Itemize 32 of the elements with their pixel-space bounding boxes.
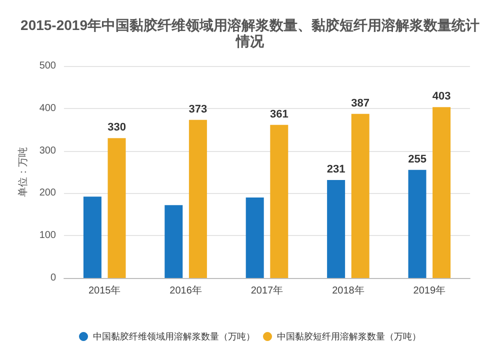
y-tick-label: 300 — [39, 145, 56, 156]
data-label: 373 — [188, 103, 208, 116]
data-label: 361 — [270, 108, 288, 120]
x-tick-label: 2015年 — [88, 284, 121, 296]
bar — [351, 114, 370, 278]
legend-label: 中国黏胶短纤用溶解浆数量（万吨） — [277, 332, 421, 342]
data-label: 330 — [108, 122, 126, 134]
data-label: 231 — [326, 164, 346, 176]
x-tick-label: 2019年 — [413, 284, 446, 296]
bar — [270, 124, 288, 278]
legend-label: 中国黏胶纤维领域用溶解浆数量（万吨） — [93, 332, 255, 342]
bar — [164, 205, 183, 278]
x-tick-label: 2017年 — [250, 284, 284, 296]
data-label: 387 — [351, 97, 370, 110]
y-tick-label: 400 — [39, 102, 56, 114]
chart-title: 2015-2019年中国黏胶纤维领域用溶解浆数量、黏胶短纤用溶解浆数量统计情况 — [20, 17, 480, 49]
bar — [83, 196, 102, 278]
y-tick-label: 0 — [50, 272, 56, 284]
bar — [246, 197, 264, 278]
y-tick-label: 100 — [39, 230, 56, 242]
x-tick-label: 2018年 — [332, 284, 364, 296]
bar — [432, 107, 451, 278]
y-tick-label: 500 — [39, 60, 56, 72]
bar — [408, 170, 426, 278]
bar — [327, 180, 346, 278]
data-label: 403 — [432, 90, 451, 103]
y-tick-label: 200 — [39, 188, 56, 199]
bar — [188, 120, 207, 278]
data-label: 255 — [408, 153, 426, 166]
x-tick-label: 2016年 — [170, 284, 202, 296]
bar — [108, 138, 126, 278]
y-axis-title: 单位：万吨 — [16, 147, 29, 197]
